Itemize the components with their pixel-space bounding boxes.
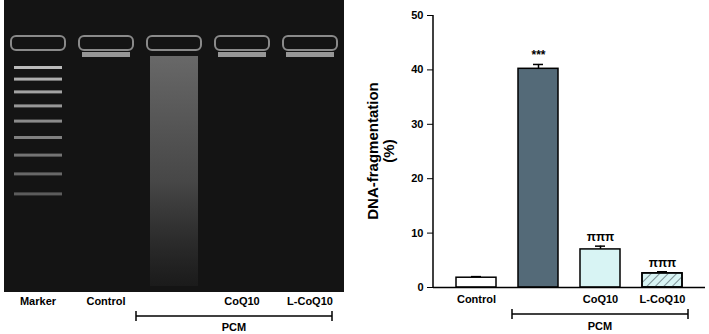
svg-text:Control: Control [86,295,125,307]
svg-text:30: 30 [411,118,423,130]
svg-text:20: 20 [411,172,423,184]
svg-text:L-CoQ10: L-CoQ10 [287,295,333,307]
svg-text:***: *** [531,48,545,62]
svg-text:PCM: PCM [588,320,612,332]
svg-text:40: 40 [411,63,423,75]
svg-text:CoQ10: CoQ10 [224,295,259,307]
svg-text:10: 10 [411,227,423,239]
svg-text:50: 50 [411,9,423,21]
svg-text:πππ: πππ [649,256,677,270]
svg-text:CoQ10: CoQ10 [583,293,618,305]
svg-text:Control: Control [457,293,496,305]
svg-text:Marker: Marker [20,295,57,307]
svg-text:L-CoQ10: L-CoQ10 [640,293,686,305]
svg-text:0: 0 [417,281,423,293]
svg-text:πππ: πππ [587,230,615,244]
svg-text:PCM: PCM [222,321,246,333]
svg-text:DNA-fragmentation(%): DNA-fragmentation(%) [364,82,397,220]
